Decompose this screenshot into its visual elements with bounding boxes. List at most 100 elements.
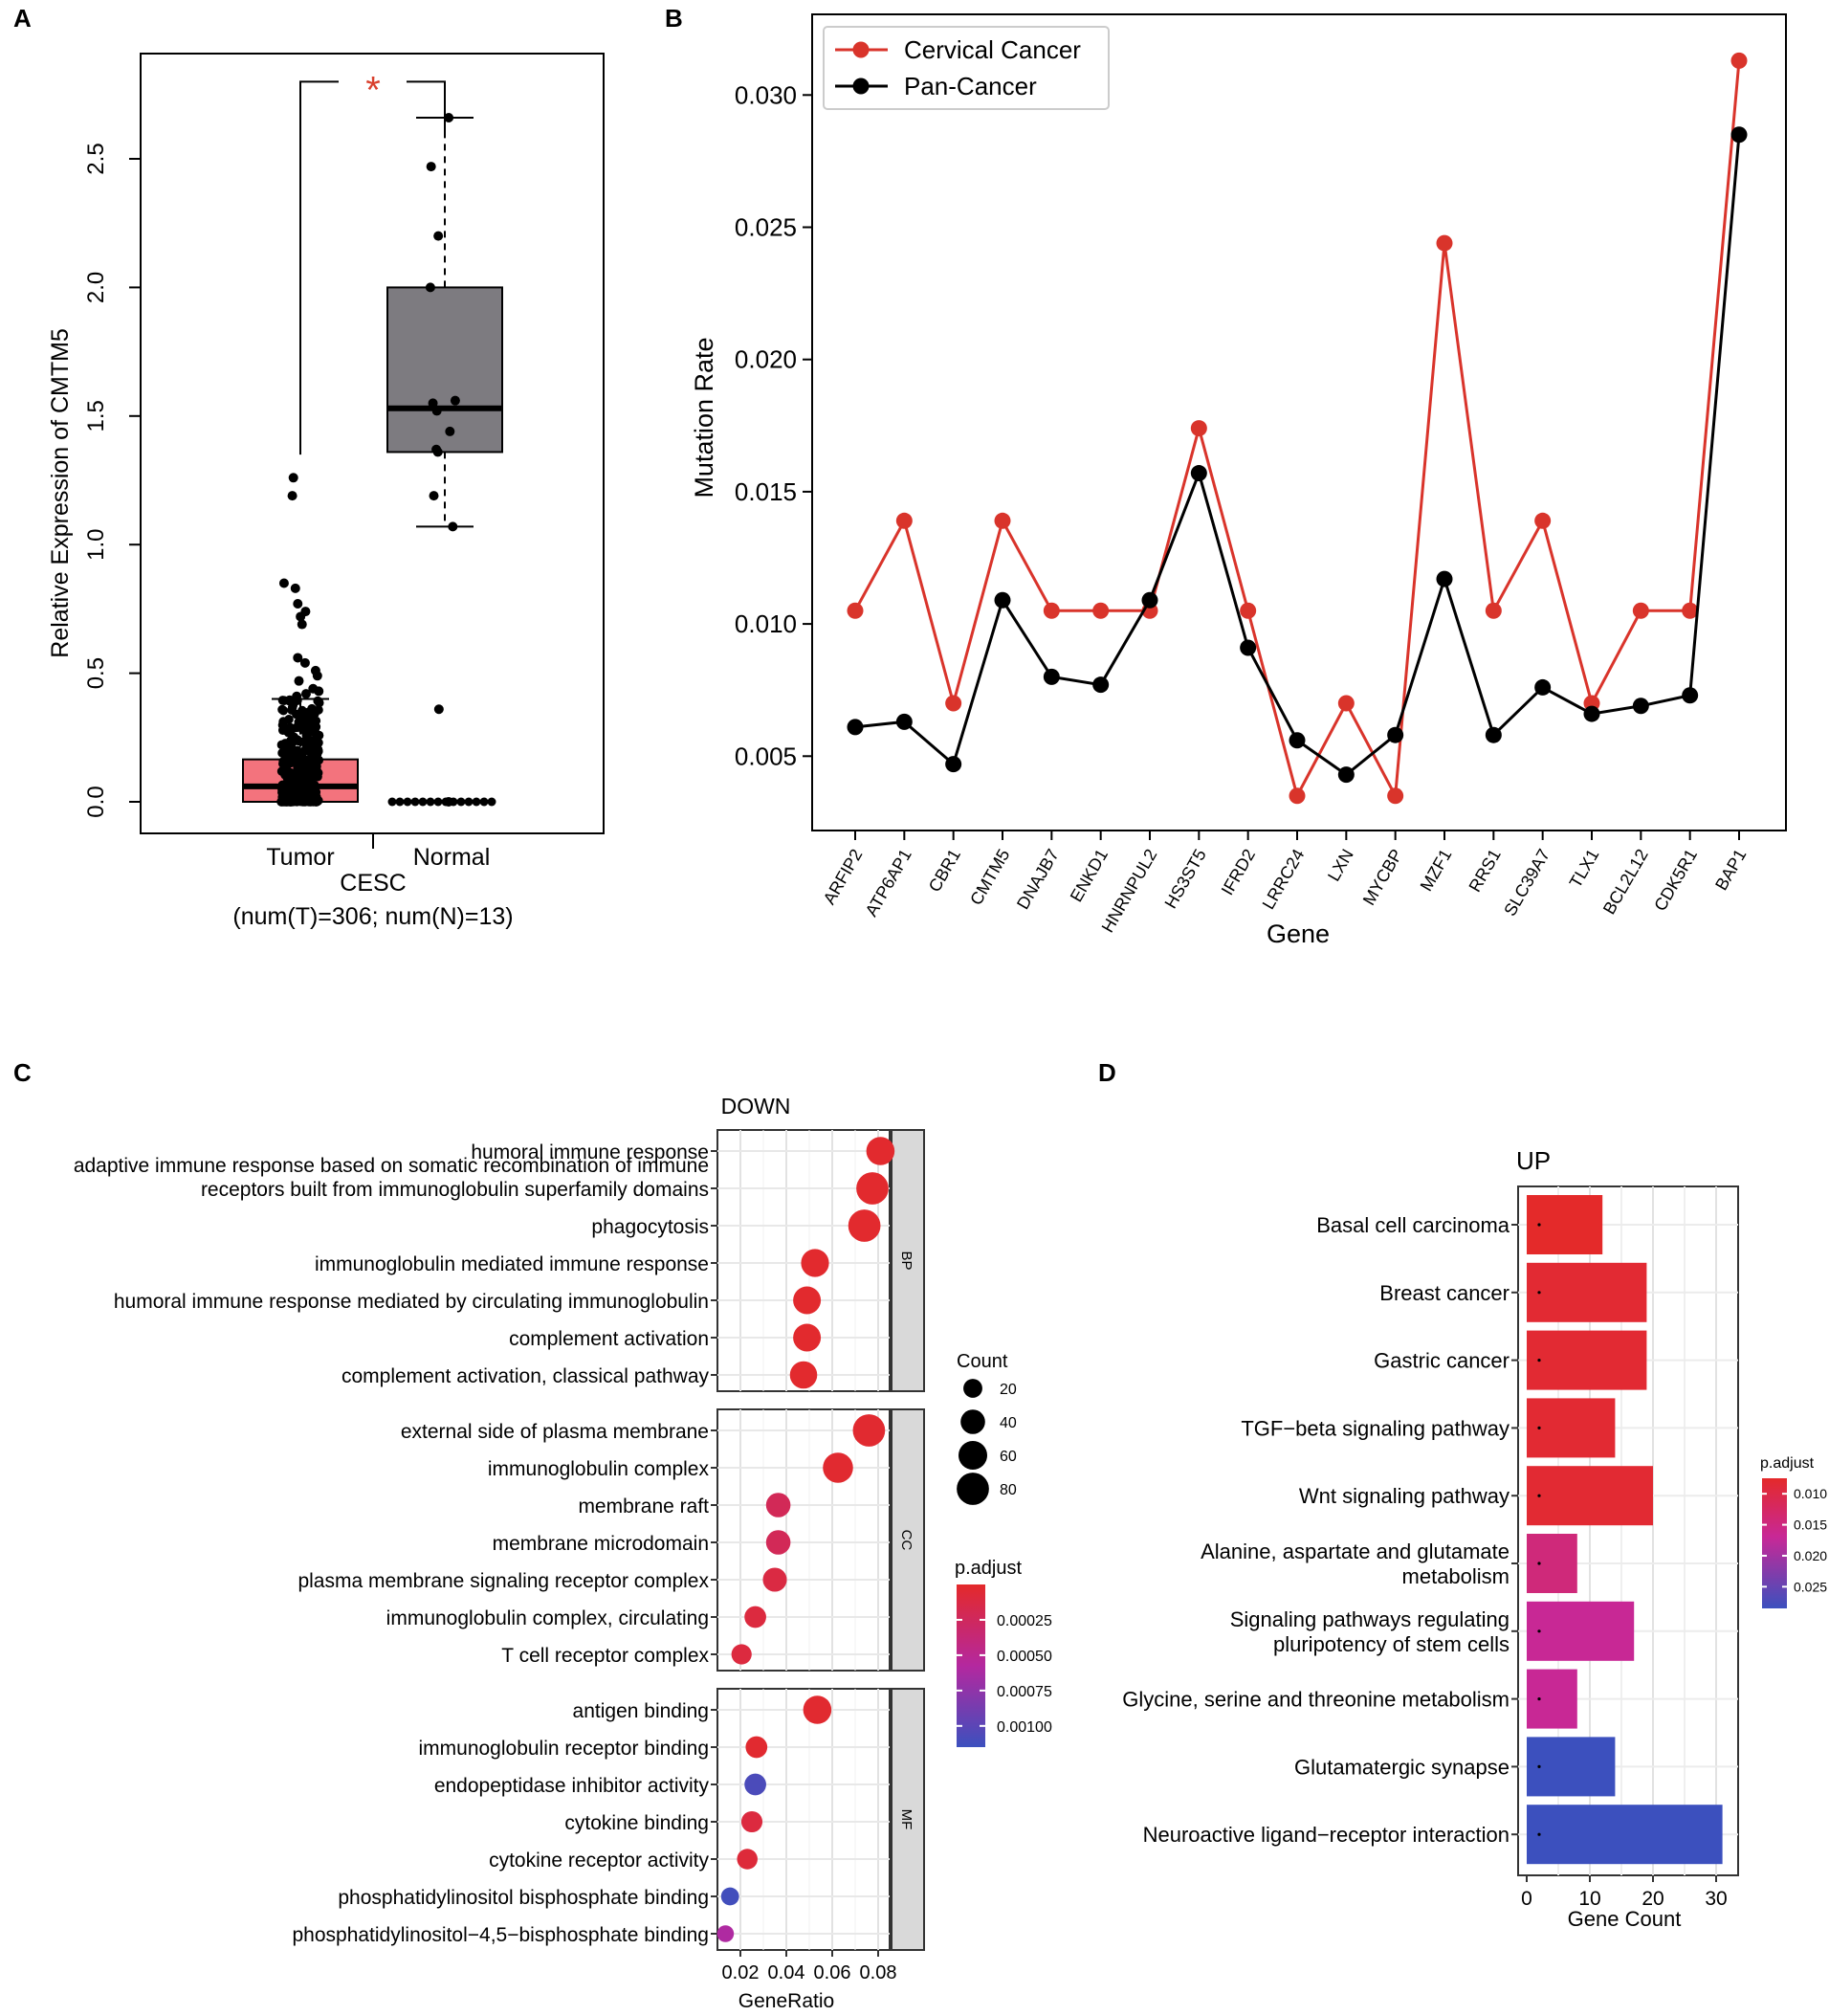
c-facet-panel: [716, 1408, 891, 1672]
c-term-label: external side of plasma membrane: [401, 1421, 709, 1443]
b-point-1: [1730, 126, 1748, 144]
a-normal-point: [450, 395, 460, 406]
c-dot: [793, 1286, 822, 1315]
a-normal-zero-point: [418, 797, 428, 807]
b-point-0: [994, 512, 1011, 529]
a-normal-zero-point: [456, 797, 466, 807]
d-bar: [1527, 1534, 1577, 1593]
c-term-label: cytokine receptor activity: [489, 1850, 709, 1872]
b-point-0: [1190, 420, 1207, 437]
b-xtick-label: CMTM5: [966, 846, 1013, 908]
d-bar: [1527, 1805, 1723, 1865]
b-legend-box: [823, 26, 1110, 110]
b-point-1: [1534, 678, 1552, 696]
b-legend-label: Cervical Cancer: [904, 35, 1081, 64]
c-strip-label: CC: [898, 1530, 914, 1551]
c-term-label: immunoglobulin complex: [488, 1458, 710, 1480]
b-point-0: [1436, 234, 1453, 252]
c-xlabel: GeneRatio: [738, 1990, 834, 2012]
b-xtick-label: ATP6AP1: [862, 846, 915, 919]
a-tumor-outlier: [293, 653, 303, 663]
d-bar-dot: [1537, 1494, 1541, 1497]
c-dot: [801, 1249, 829, 1277]
b-xtick-label: ARFIP2: [820, 846, 867, 908]
c-term-label: humoral immune response: [471, 1141, 709, 1163]
a-normal-point: [443, 797, 453, 807]
a-tumor-point: [308, 719, 318, 729]
b-point-1: [1485, 726, 1502, 743]
a-tumor-point: [282, 726, 293, 737]
a-plot-frame: [140, 53, 605, 834]
d-bar: [1527, 1737, 1616, 1797]
c-dot: [823, 1452, 853, 1483]
c-strip: [891, 1129, 925, 1392]
a-tumor-point: [306, 756, 316, 765]
c-term-label: cytokine binding: [564, 1812, 709, 1834]
c-dot: [745, 1736, 768, 1759]
d-bar-label: Glycine, serine and threonine metabolism: [1122, 1688, 1509, 1712]
b-point-0: [1632, 602, 1649, 619]
b-xtick-label: BAP1: [1711, 846, 1750, 894]
b-point-1: [1682, 687, 1699, 704]
c-strip: [891, 1688, 925, 1951]
c-dot: [765, 1530, 791, 1555]
c-term-label: phagocytosis: [591, 1216, 709, 1238]
d-xlabel: Gene Count: [1568, 1907, 1682, 1931]
d-bar-dot: [1537, 1764, 1541, 1768]
c-size-legend-dot: [960, 1409, 985, 1434]
c-size-legend-label: 60: [1000, 1449, 1017, 1465]
a-xtitle: CESC: [340, 870, 406, 897]
c-term-label: adaptive immune response based on somati…: [74, 1155, 709, 1177]
d-xtick-label: 20: [1642, 1888, 1664, 1910]
a-tumor-outlier: [314, 686, 324, 697]
c-colorbar-label: 0.00050: [997, 1649, 1052, 1665]
b-xtick-label: TLX1: [1566, 846, 1603, 891]
a-ytick-label: 2.0: [83, 272, 109, 303]
a-tumor-point: [278, 759, 288, 769]
c-title: DOWN: [721, 1094, 791, 1119]
a-normal-zero-point: [426, 797, 435, 807]
c-dot: [848, 1209, 881, 1242]
d-bar-label: Neuroactive ligand−receptor interaction: [1143, 1823, 1509, 1847]
panel-label-b: B: [665, 4, 683, 33]
b-ytick-label: 0.030: [735, 80, 797, 109]
a-ytick-label: 0.5: [83, 657, 109, 689]
b-point-0: [1387, 787, 1404, 805]
d-bar: [1527, 1601, 1635, 1661]
c-dot: [720, 1887, 739, 1906]
a-normal-zero-point: [472, 797, 481, 807]
d-bar: [1527, 1466, 1653, 1526]
b-xtick-label: LXN: [1324, 846, 1357, 884]
c-size-legend-label: 40: [1000, 1415, 1017, 1431]
d-colorbar-label: 0.020: [1794, 1548, 1827, 1563]
c-term-label: phosphatidylinositol bisphosphate bindin…: [338, 1887, 709, 1909]
a-tumor-point: [297, 797, 308, 807]
d-bar-dot: [1537, 1359, 1541, 1362]
b-ylabel: Mutation Rate: [690, 337, 718, 498]
a-tumor-outlier: [278, 578, 289, 588]
b-point-0: [1092, 602, 1110, 619]
b-ytick-label: 0.005: [735, 742, 797, 770]
b-point-1: [1043, 668, 1060, 685]
a-normal-point: [433, 704, 444, 715]
a-tumor-outlier: [287, 491, 297, 501]
c-strip-label: MF: [898, 1809, 914, 1830]
b-point-0: [1240, 602, 1257, 619]
a-tumor-point: [278, 705, 289, 716]
b-plot-frame: [811, 13, 1787, 831]
c-size-legend-title: Count: [957, 1351, 1008, 1372]
d-colorbar: [1762, 1478, 1787, 1608]
d-bar: [1527, 1330, 1647, 1390]
b-ytick-label: 0.020: [735, 345, 797, 374]
b-point-1: [1289, 732, 1306, 749]
c-xtick-label: 0.06: [814, 1962, 851, 1983]
a-tumor-point: [300, 773, 310, 783]
a-normal-zero-point: [479, 797, 489, 807]
a-normal-point: [428, 398, 438, 409]
a-tumor-outlier: [293, 599, 303, 609]
a-normal-zero-point: [387, 797, 397, 807]
b-point-1: [1190, 465, 1207, 482]
d-bar-label: Signaling pathways regulating: [1230, 1607, 1509, 1631]
c-size-legend-label: 80: [1000, 1482, 1017, 1498]
